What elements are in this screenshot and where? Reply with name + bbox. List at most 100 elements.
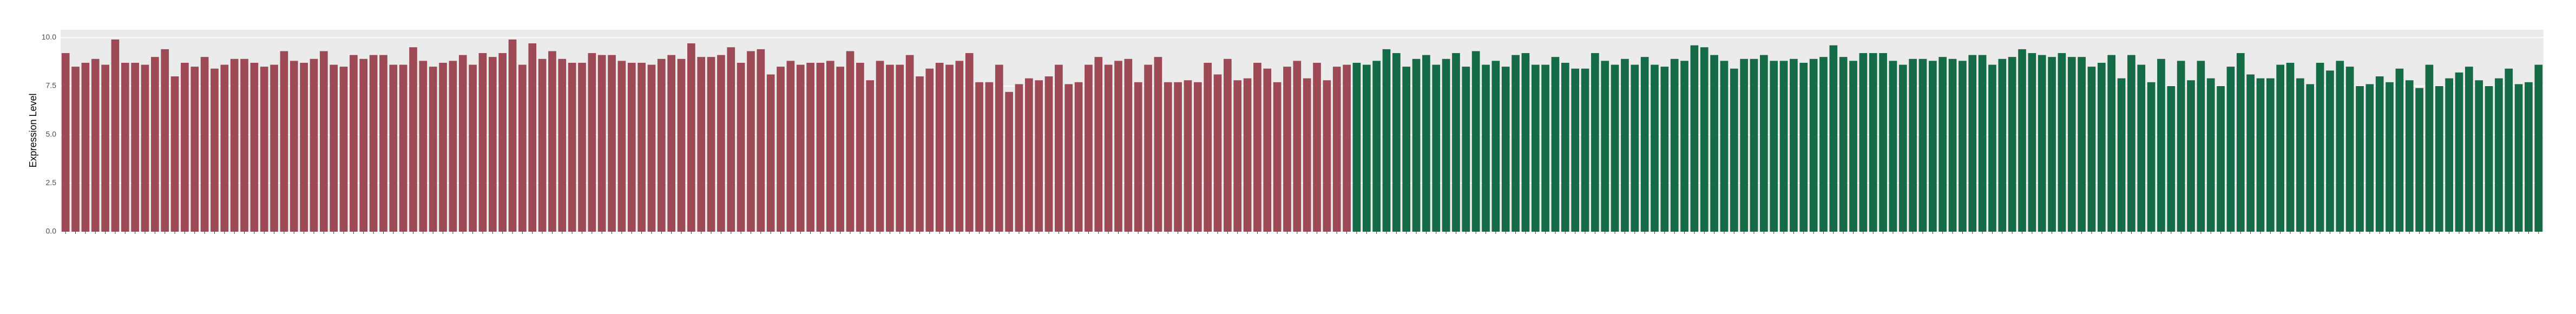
- bar: [886, 64, 894, 232]
- bar: [101, 64, 109, 232]
- bar: [71, 67, 80, 232]
- bar: [1531, 64, 1540, 232]
- bar: [558, 58, 567, 232]
- bar: [2127, 55, 2135, 232]
- bar: [1323, 80, 1331, 232]
- bar: [211, 68, 219, 232]
- bar: [1819, 57, 1828, 232]
- bar: [1283, 67, 1291, 232]
- bar: [1898, 64, 1907, 232]
- bar: [1015, 84, 1023, 232]
- bar: [1293, 61, 1302, 232]
- bar: [399, 64, 408, 232]
- bar: [2455, 72, 2463, 232]
- bar: [1343, 64, 1351, 232]
- bar: [350, 55, 358, 232]
- bar: [300, 62, 308, 232]
- bar: [916, 76, 924, 232]
- bar: [597, 55, 606, 232]
- bar: [1044, 76, 1053, 232]
- bar: [1332, 67, 1341, 232]
- bar: [260, 67, 268, 232]
- bar: [1561, 62, 1569, 232]
- bar: [1024, 78, 1033, 232]
- bar: [1462, 67, 1470, 232]
- bar: [816, 62, 825, 232]
- bar: [339, 67, 348, 232]
- bar: [1005, 91, 1013, 232]
- bar: [1631, 64, 1639, 232]
- bar: [1948, 58, 1957, 232]
- bar: [1055, 64, 1063, 232]
- bar: [429, 67, 437, 232]
- bar: [1640, 57, 1649, 232]
- bar: [896, 64, 904, 232]
- bar: [2375, 76, 2384, 232]
- bar: [2475, 80, 2483, 232]
- y-tick-label: 7.5: [46, 81, 57, 90]
- bar: [647, 64, 656, 232]
- bar: [439, 62, 447, 232]
- bar: [538, 58, 547, 232]
- bar: [717, 55, 725, 232]
- bar: [389, 64, 398, 232]
- bar: [91, 58, 100, 232]
- bar: [667, 55, 675, 232]
- bar: [2276, 64, 2285, 232]
- bar: [975, 82, 983, 232]
- bar: [2525, 82, 2533, 232]
- bar: [1750, 58, 1758, 232]
- bar: [2356, 86, 2364, 232]
- bar: [1521, 53, 1530, 232]
- bar: [2028, 53, 2036, 232]
- bar: [945, 64, 954, 232]
- bar: [1660, 67, 1669, 232]
- bar: [846, 51, 855, 232]
- bar: [1263, 68, 1272, 232]
- bar: [190, 67, 199, 232]
- bar: [1124, 58, 1133, 232]
- bar: [449, 61, 457, 232]
- bar: [1909, 58, 1917, 232]
- bar: [2534, 64, 2543, 232]
- bar: [588, 53, 596, 232]
- bar: [419, 61, 428, 232]
- bar: [2048, 57, 2056, 232]
- bar: [2167, 86, 2176, 232]
- bar: [2206, 78, 2215, 232]
- bar: [1849, 61, 1857, 232]
- bar: [369, 55, 378, 232]
- bar: [1352, 62, 1361, 232]
- bar: [379, 55, 387, 232]
- bar: [230, 58, 239, 232]
- bar: [2386, 82, 2394, 232]
- bar: [2197, 61, 2205, 232]
- bar: [1313, 62, 1321, 232]
- bar: [1174, 82, 1182, 232]
- bar: [1839, 57, 1848, 232]
- bar: [2465, 67, 2473, 232]
- bar: [1760, 55, 1768, 232]
- bar: [1144, 64, 1152, 232]
- bar: [2226, 67, 2235, 232]
- bar: [1968, 55, 1977, 232]
- bar: [1402, 67, 1411, 232]
- bar: [488, 57, 497, 232]
- bar: [1651, 64, 1659, 232]
- bar: [270, 64, 278, 232]
- bar: [240, 58, 248, 232]
- bar: [1988, 64, 1996, 232]
- bar: [498, 53, 507, 232]
- bar: [697, 57, 706, 232]
- bar: [2405, 80, 2414, 232]
- bar: [826, 61, 834, 232]
- bar: [905, 55, 914, 232]
- bar: [2067, 57, 2076, 232]
- y-tick-label: 5.0: [46, 129, 57, 138]
- bar: [2097, 62, 2106, 232]
- bar: [1094, 57, 1103, 232]
- bar: [310, 58, 318, 232]
- bar: [2117, 78, 2126, 232]
- bar: [1591, 53, 1599, 232]
- bar: [707, 57, 715, 232]
